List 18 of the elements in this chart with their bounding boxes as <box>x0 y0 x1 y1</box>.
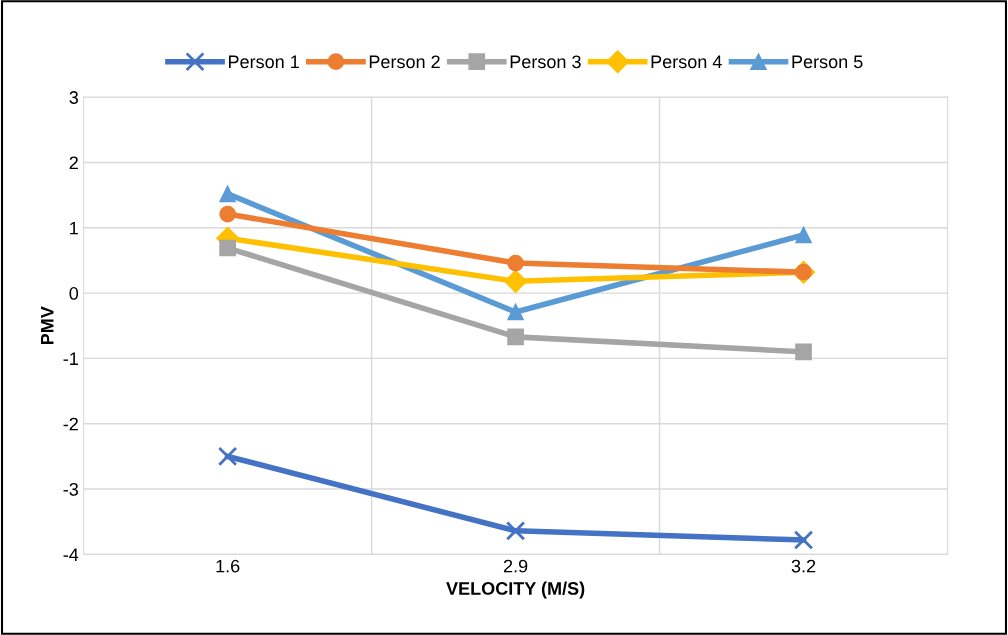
y-tick-label: -1 <box>63 352 78 365</box>
y-tick-label: 1 <box>70 221 78 235</box>
legend-label: Person 1 <box>228 55 299 69</box>
legend-label: Person 2 <box>369 55 440 69</box>
x-axis-title: VELOCITY (M/S) <box>446 581 585 599</box>
y-tick-label: 3 <box>69 91 79 104</box>
y-tick-label: -3 <box>63 482 79 496</box>
legend-label: Person 4 <box>651 55 722 69</box>
x-tick-label: 1.6 <box>216 559 240 573</box>
legend-label: Person 3 <box>510 55 581 69</box>
y-tick-label: -2 <box>63 417 78 431</box>
y-tick-label: 2 <box>69 156 78 170</box>
legend-label: Person 5 <box>792 55 863 69</box>
x-tick-label: 2.9 <box>503 559 528 573</box>
y-axis-title: PMV <box>41 306 54 345</box>
y-tick-label: 0 <box>69 287 79 300</box>
x-tick-label: 3.2 <box>791 559 816 573</box>
y-tick-label: -4 <box>63 548 79 561</box>
